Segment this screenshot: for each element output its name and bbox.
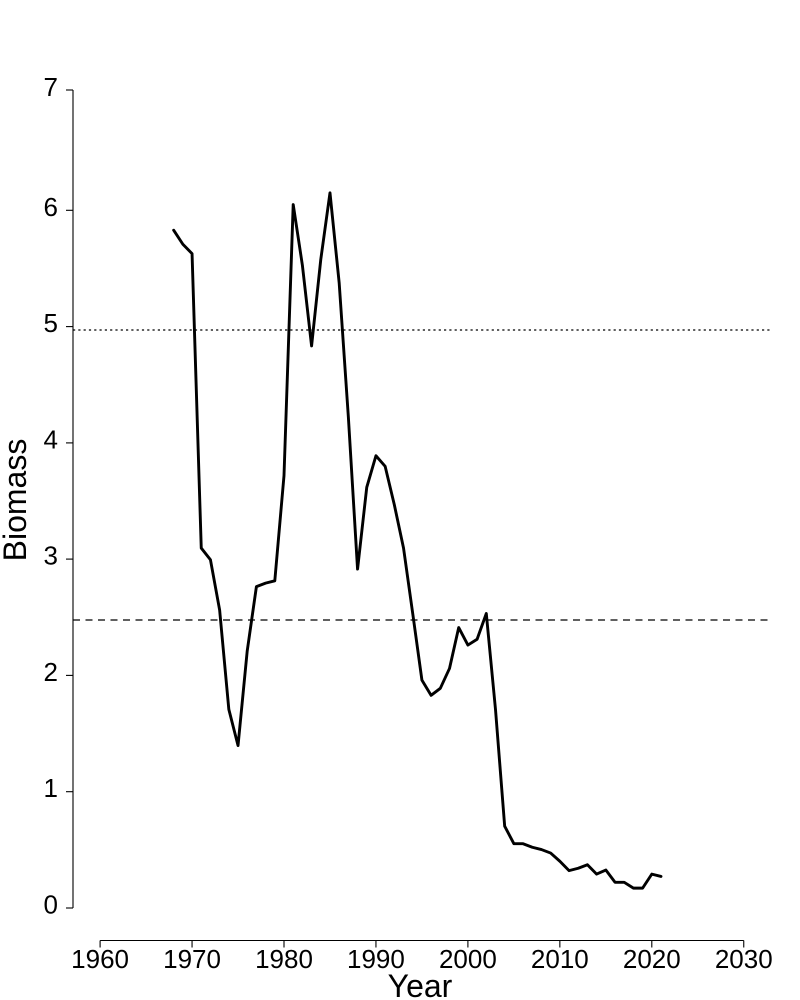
svg-text:1: 1 [44, 773, 58, 803]
svg-text:0: 0 [44, 890, 58, 920]
svg-text:2: 2 [44, 657, 58, 687]
svg-text:Biomass: Biomass [0, 439, 33, 562]
svg-text:1960: 1960 [71, 944, 129, 974]
svg-text:3: 3 [44, 541, 58, 571]
svg-text:2010: 2010 [531, 944, 589, 974]
svg-text:4: 4 [44, 424, 58, 454]
svg-text:5: 5 [44, 308, 58, 338]
svg-text:Year: Year [388, 968, 453, 1000]
svg-text:6: 6 [44, 192, 58, 222]
svg-text:7: 7 [44, 72, 58, 102]
svg-text:2030: 2030 [715, 944, 773, 974]
svg-text:1970: 1970 [163, 944, 221, 974]
svg-text:1980: 1980 [255, 944, 313, 974]
svg-text:2020: 2020 [623, 944, 681, 974]
